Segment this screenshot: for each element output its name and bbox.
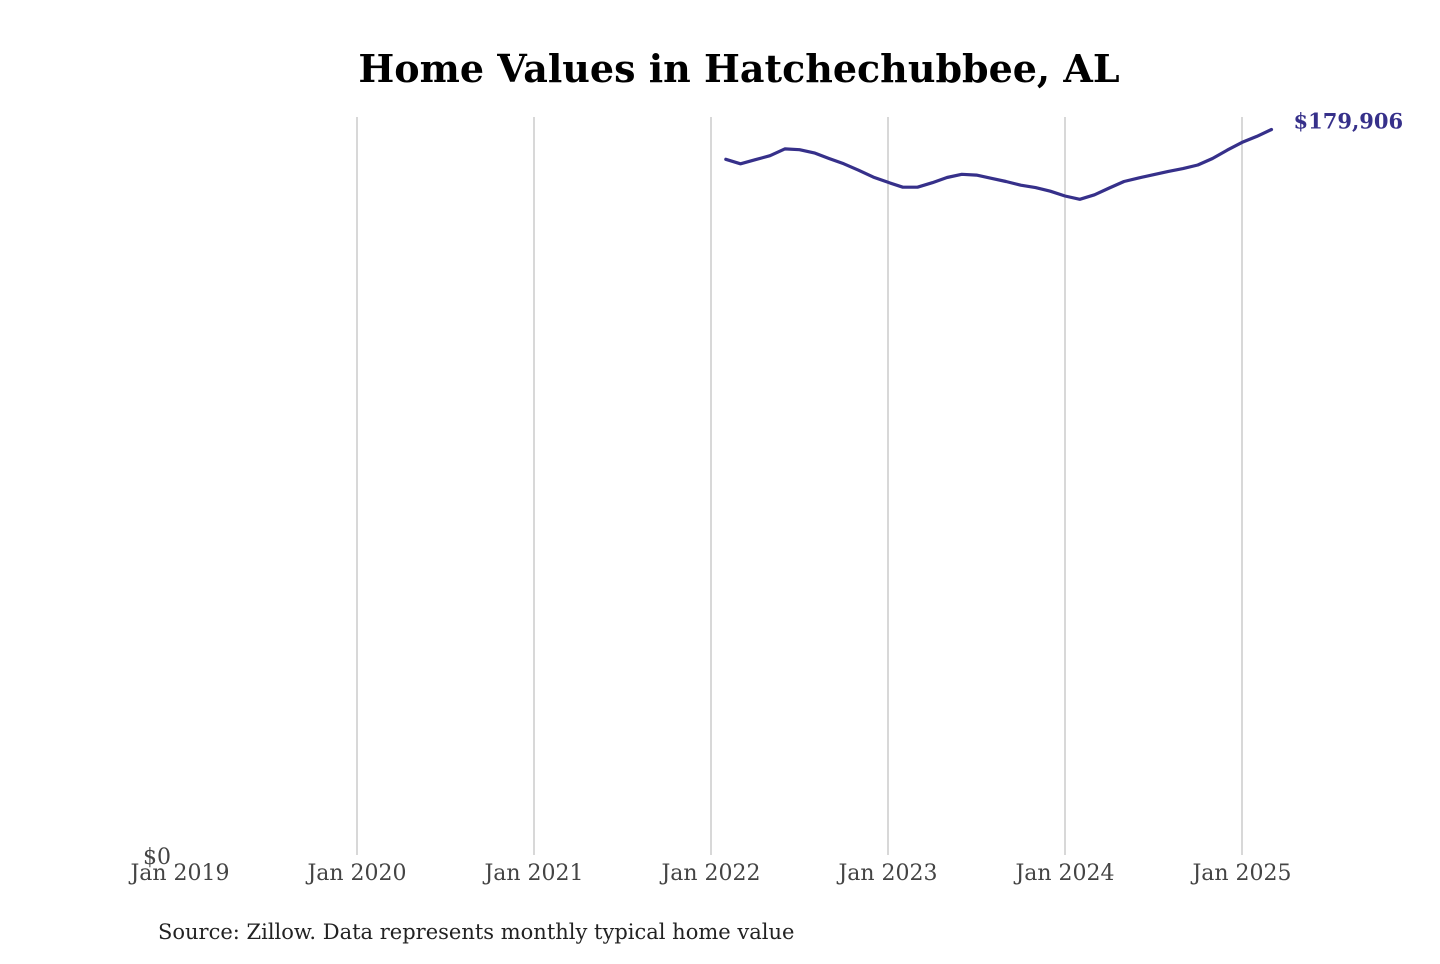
x-axis-ticks: Jan 2019 Jan 2020 Jan 2021 Jan 2022 Jan 2023…: [128, 861, 1291, 886]
x-tick-label: Jan 2019: [128, 861, 229, 886]
x-tick-label: Jan 2020: [305, 861, 406, 886]
x-tick-label: Jan 2021: [482, 861, 583, 886]
x-tick-label: Jan 2022: [659, 861, 760, 886]
series-line: [724, 127, 1274, 201]
end-value-label: $179,906: [1294, 108, 1404, 133]
source-note: Source: Zillow. Data represents monthly …: [158, 920, 794, 944]
chart-title: Home Values in Hatchechubbee, AL: [358, 46, 1119, 91]
series-layer: $179,906: [724, 108, 1404, 201]
x-tick-label: Jan 2025: [1190, 861, 1291, 886]
gridlines: [356, 117, 1243, 855]
x-tick-label: Jan 2024: [1013, 861, 1114, 886]
x-tick-label: Jan 2023: [836, 861, 937, 886]
y-tick-label: $0: [143, 845, 171, 870]
y-axis-ticks: $0: [143, 845, 171, 870]
